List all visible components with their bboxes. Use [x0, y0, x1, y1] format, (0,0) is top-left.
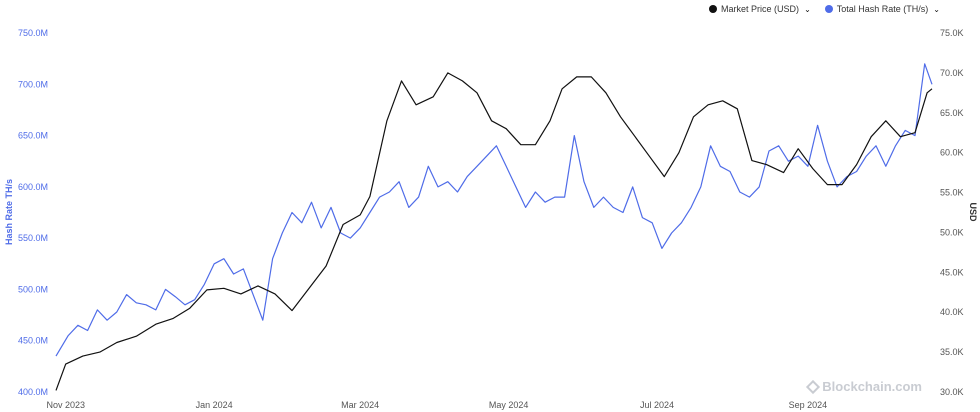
left-tick-label: 650.0M [18, 131, 48, 141]
legend-item-hash[interactable]: Total Hash Rate (TH/s) ⌄ [824, 4, 940, 14]
watermark-text: Blockchain.com [822, 379, 922, 394]
chevron-down-icon: ⌄ [933, 4, 940, 14]
right-tick-label: 50.0K [940, 227, 964, 237]
x-axis-ticks: Nov 2023 Jan 2024 Mar 2024 May 2024 Jul 2024… [46, 400, 827, 410]
right-axis-label: USD [968, 202, 978, 222]
left-tick-label: 700.0M [18, 79, 48, 89]
right-tick-label: 75.0K [940, 28, 964, 38]
x-tick-label: Nov 2023 [46, 400, 85, 410]
price-dot-icon [709, 5, 718, 13]
left-tick-label: 400.0M [18, 387, 48, 397]
blockchain-logo-icon [806, 379, 821, 394]
right-tick-label: 45.0K [940, 267, 964, 277]
x-tick-label: Jul 2024 [640, 400, 674, 410]
left-tick-label: 550.0M [18, 233, 48, 243]
legend: Market Price (USD) ⌄ Total Hash Rate (TH… [709, 4, 940, 14]
left-tick-label: 600.0M [18, 182, 48, 192]
chevron-down-icon: ⌄ [804, 4, 811, 14]
x-tick-label: May 2024 [489, 400, 529, 410]
legend-item-price[interactable]: Market Price (USD) ⌄ [709, 4, 811, 14]
right-tick-label: 55.0K [940, 188, 964, 198]
right-tick-label: 40.0K [940, 307, 964, 317]
x-tick-label: Sep 2024 [789, 400, 828, 410]
left-axis-label: Hash Rate TH/s [4, 179, 14, 245]
left-tick-label: 750.0M [18, 28, 48, 38]
right-tick-label: 70.0K [940, 68, 964, 78]
x-tick-label: Mar 2024 [341, 400, 379, 410]
left-tick-label: 500.0M [18, 284, 48, 294]
right-tick-label: 60.0K [940, 148, 964, 158]
right-tick-label: 65.0K [940, 108, 964, 118]
right-axis-ticks: 30.0K 35.0K 40.0K 45.0K 50.0K 55.0K 60.0K 65.0K… [940, 28, 964, 397]
right-tick-label: 35.0K [940, 347, 964, 357]
left-tick-label: 450.0M [18, 336, 48, 346]
x-tick-label: Jan 2024 [196, 400, 233, 410]
watermark: Blockchain.com [806, 379, 922, 394]
hash-dot-icon [824, 5, 833, 13]
left-axis-ticks: 400.0M 450.0M 500.0M 550.0M 600.0M 650.0M 700.… [18, 28, 48, 397]
legend-price-label: Market Price (USD) [721, 4, 800, 14]
right-tick-label: 30.0K [940, 387, 964, 397]
market-price-series-line [55, 72, 933, 391]
hash-rate-series-line [55, 63, 933, 357]
legend-hash-label: Total Hash Rate (TH/s) [836, 4, 929, 14]
